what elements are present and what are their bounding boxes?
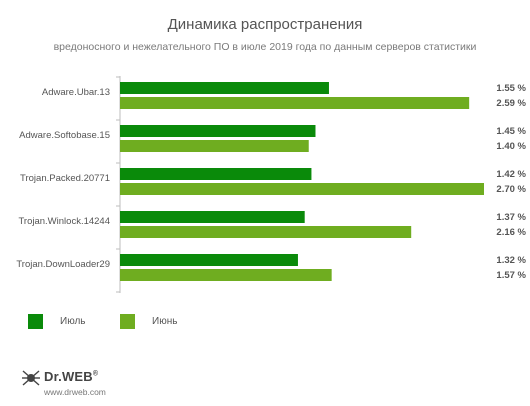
logo-name: Dr.WEB xyxy=(44,369,93,384)
legend-item-july: Июль xyxy=(28,314,86,329)
bar-june xyxy=(120,269,332,281)
category-label: Trojan.Packed.20771 xyxy=(20,173,110,184)
category-label: Trojan.Winlock.14244 xyxy=(18,216,110,227)
legend-swatch-july xyxy=(28,314,43,329)
bar-june xyxy=(120,226,412,238)
logo-text: Dr.WEB® xyxy=(44,369,98,384)
value-label: 1.57 % xyxy=(496,270,526,281)
logo-trademark: ® xyxy=(92,370,99,378)
value-label: 1.32 % xyxy=(496,255,526,266)
bar-july xyxy=(120,211,305,223)
bar-june xyxy=(120,140,309,152)
chart-subtitle: вредоносного и нежелательного ПО в июле … xyxy=(53,41,477,53)
category-label: Adware.Ubar.13 xyxy=(42,87,110,98)
bar-july xyxy=(120,125,316,137)
drweb-logo: Dr.WEB® www.drweb.com xyxy=(21,368,141,400)
chart-title: Динамика распространения xyxy=(167,16,363,33)
legend-swatch-june xyxy=(120,314,135,329)
bar-july xyxy=(120,82,329,94)
bar-july xyxy=(120,254,298,266)
value-label: 1.37 % xyxy=(496,212,526,223)
value-label: 1.42 % xyxy=(496,169,526,180)
legend-label-july: Июль xyxy=(60,316,86,327)
value-label: 2.59 % xyxy=(496,98,526,109)
bar-june xyxy=(120,183,484,195)
spider-icon xyxy=(22,370,40,386)
bar-july xyxy=(120,168,312,180)
value-label: 1.45 % xyxy=(496,126,526,137)
legend-item-june: Июнь xyxy=(120,314,177,329)
value-label: 2.16 % xyxy=(496,227,526,238)
bar-chart: Adware.Ubar.13 1.55 % 2.59 % Adware.Softoba… xyxy=(16,76,527,293)
value-label: 1.55 % xyxy=(496,83,526,94)
legend-label-june: Июнь xyxy=(152,316,178,327)
category-label: Trojan.DownLoader29 xyxy=(16,259,110,270)
value-label: 1.40 % xyxy=(496,141,526,152)
category-label: Adware.Softobase.15 xyxy=(19,130,110,141)
logo-url: www.drweb.com xyxy=(44,387,106,397)
value-label: 2.70 % xyxy=(496,184,526,195)
bar-june xyxy=(120,97,470,109)
chart-legend: Июль Июнь xyxy=(0,314,530,334)
